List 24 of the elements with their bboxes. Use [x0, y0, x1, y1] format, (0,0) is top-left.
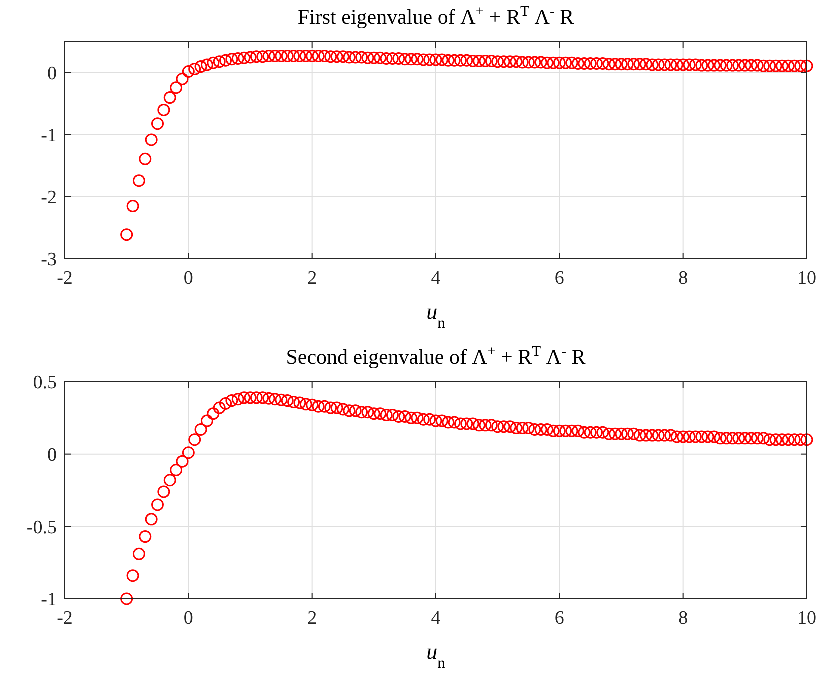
x-tick-label: 8: [678, 268, 688, 289]
y-tick-label: 0: [48, 64, 57, 85]
y-tick-label: -1: [41, 126, 57, 147]
y-tick-label: 0: [48, 444, 57, 466]
y-tick-label: -3: [41, 250, 57, 271]
x-tick-label: 0: [184, 268, 194, 289]
y-tick-label: 0.5: [33, 372, 57, 394]
chart-title: First eigenvalue of Λ$^{+}$ + R$^{T}$ Λ$^{-}$ R: [298, 4, 574, 29]
y-tick-label: -2: [41, 188, 57, 209]
x-tick-label: 8: [678, 608, 688, 629]
x-tick-label: 6: [554, 268, 564, 289]
x-tick-label: 10: [798, 268, 816, 289]
x-tick-label: 4: [431, 608, 442, 629]
x-axis-title: u$_{n}$: [426, 299, 446, 332]
chart-title: Second eigenvalue of Λ$^{+}$ + R$^{T}$ Λ$^{-}$ R: [286, 344, 586, 369]
x-tick-label: 2: [308, 608, 318, 629]
x-tick-label: 2: [308, 268, 318, 289]
x-tick-label: 10: [798, 608, 816, 629]
x-tick-label: 6: [554, 608, 564, 629]
x-tick-label: 0: [184, 608, 194, 629]
y-tick-label: -0.5: [26, 517, 57, 538]
y-tick-label: -1: [41, 590, 57, 611]
x-tick-label: 4: [431, 268, 442, 289]
x-axis-title: u$_{n}$: [426, 639, 446, 672]
